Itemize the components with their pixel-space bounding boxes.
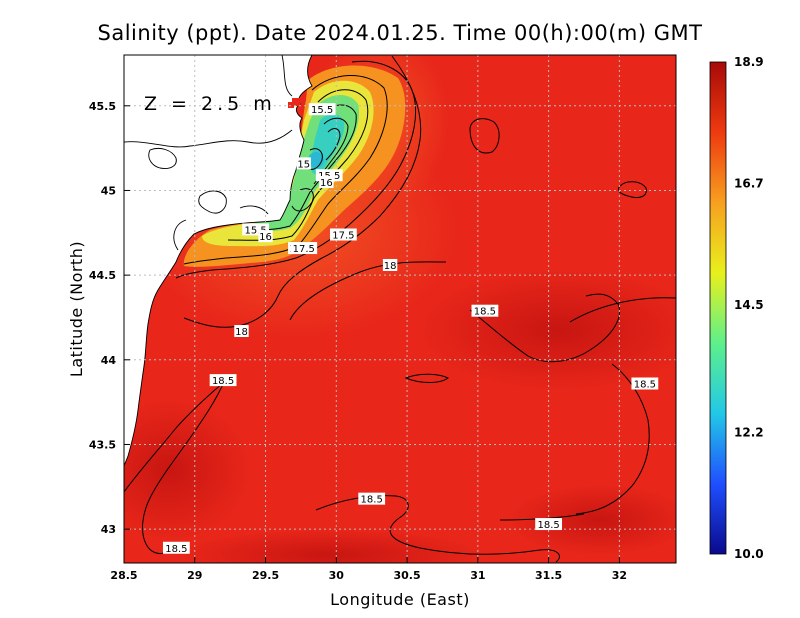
coastal-cell [292, 98, 300, 106]
contour-label: 18.5 [471, 304, 499, 318]
contour-label-box [631, 377, 659, 390]
colorbar-labels: 10.0 12.2 14.5 16.7 18.9 [734, 55, 764, 561]
contour-label: 18 [234, 325, 249, 338]
contour-label: 18.5 [209, 374, 237, 387]
x-tick-label: 30 [329, 569, 345, 582]
x-tick-label: 29.5 [252, 569, 279, 582]
contour-label-text: 18.5 [212, 376, 234, 387]
map-grid [124, 55, 676, 563]
contour-labels: 15.51515.51615.5161717.517.5181818.518.5… [162, 103, 659, 555]
contour-label-text: 15.5 [311, 105, 333, 116]
contour-label-box [290, 242, 318, 255]
south-east-high-salinity-zone [510, 485, 676, 555]
colorbar-label: 12.2 [734, 425, 764, 439]
contour-label-text: 15.5 [244, 225, 266, 236]
contour-label: 18.5 [358, 492, 386, 506]
inland-border [124, 55, 293, 251]
contour-label: 17.5 [290, 242, 318, 255]
plot-area: 15.51515.51615.5161717.517.5181818.518.5… [124, 55, 676, 563]
contour-label-text: 18 [384, 261, 397, 272]
contour-label-text: 18 [235, 327, 248, 338]
coastal-cell [288, 102, 294, 108]
contour-label-box [296, 157, 311, 170]
y-tick-label: 44 [101, 354, 117, 367]
y-tick-label: 43 [101, 523, 116, 536]
y-tick-label: 44.5 [89, 269, 116, 282]
contour-label-text: 18.5 [361, 495, 383, 506]
contour-label-box [358, 492, 386, 505]
colorbar-label: 10.0 [734, 547, 764, 561]
y-tick-label: 45 [101, 184, 116, 197]
contour-label: 16 [258, 230, 273, 243]
colorbar-label: 18.9 [734, 55, 764, 69]
contour-label: 15 [296, 157, 311, 170]
contour-label: 16 [319, 176, 334, 189]
colorbar [709, 61, 727, 555]
contour-label-box [308, 103, 336, 116]
x-tick-label: 31.5 [535, 569, 562, 582]
contour-label-text: 18.5 [537, 520, 559, 531]
y-tick-label: 45.5 [89, 100, 116, 113]
contour-label-box [258, 230, 273, 243]
x-axis-label: Longitude (East) [330, 590, 470, 609]
contour-label-text: 16 [320, 178, 333, 189]
contour-label-box [234, 325, 249, 338]
contour-label-box [329, 228, 357, 241]
contour-label-text: 18.5 [474, 307, 496, 318]
map-title: Salinity (ppt). Date 2024.01.25. Time 00… [98, 21, 703, 45]
colorbar-label: 16.7 [734, 177, 764, 191]
southwest-high-salinity-zone [124, 400, 250, 540]
lake-shape [148, 147, 177, 169]
x-axis-ticks: 28.5 29 29.5 30 30.5 31 31.5 32 [110, 557, 627, 582]
x-tick-label: 29 [187, 569, 202, 582]
x-tick-label: 31 [470, 569, 485, 582]
offshore-high-salinity-zone [420, 270, 676, 390]
contour-label-box [319, 176, 334, 188]
x-tick-label: 32 [612, 569, 627, 582]
contour-label-text: 16 [259, 232, 272, 243]
contour-label: 17.5 [329, 228, 357, 241]
contour-label: 18.5 [631, 377, 659, 391]
depth-label: Z = 2.5 m [144, 93, 276, 115]
contour-label-box [535, 518, 563, 531]
plot-frame [123, 54, 677, 564]
contour-label-text: 17.5 [293, 244, 315, 255]
x-tick-label: 28.5 [110, 569, 137, 582]
contour-label-text: 17.5 [332, 230, 354, 241]
contour-label-text: 15 [297, 159, 310, 170]
contour-label-box [382, 258, 398, 271]
contour-label: 18.5 [162, 541, 190, 555]
contour-label: 18.5 [535, 518, 563, 531]
contour-label-text: 18.5 [634, 380, 656, 391]
y-tick-label: 43.5 [89, 438, 116, 451]
contour-label-box [209, 374, 237, 387]
contour-label-text: 18.5 [165, 544, 187, 555]
contour-label-box [471, 304, 499, 317]
contour-label-box [162, 541, 190, 554]
colorbar-label: 14.5 [734, 298, 764, 312]
y-axis-label: Latitude (North) [67, 241, 86, 377]
south-high-salinity-zone [180, 530, 480, 563]
y-axis-ticks: 43 43.5 44 44.5 45 45.5 [89, 100, 130, 536]
x-tick-label: 30.5 [394, 569, 421, 582]
contour-label: 15.5 [308, 103, 336, 116]
contour-label: 18 [382, 258, 398, 272]
